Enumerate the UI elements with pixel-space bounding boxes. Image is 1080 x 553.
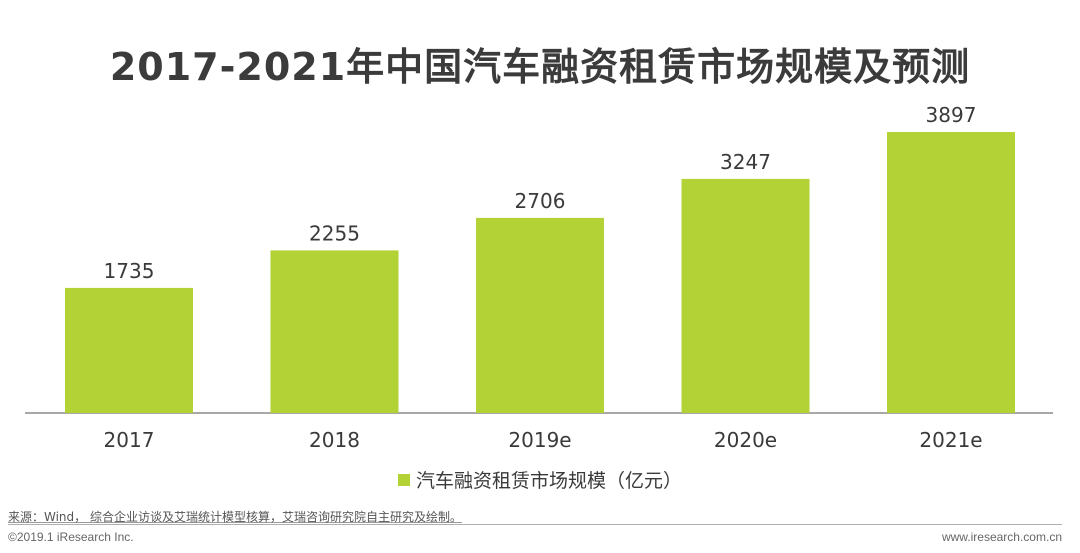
x-tick-label-2017: 2017: [104, 428, 155, 452]
x-tick-label-2021e: 2021e: [919, 428, 982, 452]
data-label-2020e: 3247: [720, 150, 771, 174]
data-label-2021e: 3897: [926, 103, 977, 127]
bar-2020e: [681, 178, 810, 413]
copyright-text: ©2019.1 iResearch Inc.: [8, 530, 134, 544]
legend-swatch: [397, 474, 410, 486]
data-label-2017: 1735: [104, 259, 155, 283]
bar-2017: [65, 287, 193, 413]
source-note: 来源：Wind， 综合企业访谈及艾瑞统计模型核算，艾瑞咨询研究院自主研究及绘制。: [8, 510, 462, 524]
data-label-2018: 2255: [309, 221, 360, 245]
footer-divider: [8, 524, 1062, 525]
x-tick-label-2020e: 2020e: [714, 428, 777, 452]
website-link[interactable]: www.iresearch.com.cn: [941, 530, 1062, 544]
x-tick-label-2019e: 2019e: [508, 428, 571, 452]
legend-label: 汽车融资租赁市场规模（亿元）: [415, 470, 682, 492]
chart-title: 2017-2021年中国汽车融资租赁市场规模及预测: [109, 45, 971, 89]
bar-2019e: [476, 217, 604, 413]
x-tick-label-2018: 2018: [309, 428, 360, 452]
bar-chart: 1735 2017 2255 2018 2706 2019e 3247 2020e 3897 20…: [25, 103, 1053, 452]
bar-2021e: [887, 132, 1015, 413]
data-label-2019e: 2706: [515, 189, 566, 213]
chart-legend: 汽车融资租赁市场规模（亿元）: [0, 466, 1080, 493]
bar-2018: [270, 250, 399, 413]
